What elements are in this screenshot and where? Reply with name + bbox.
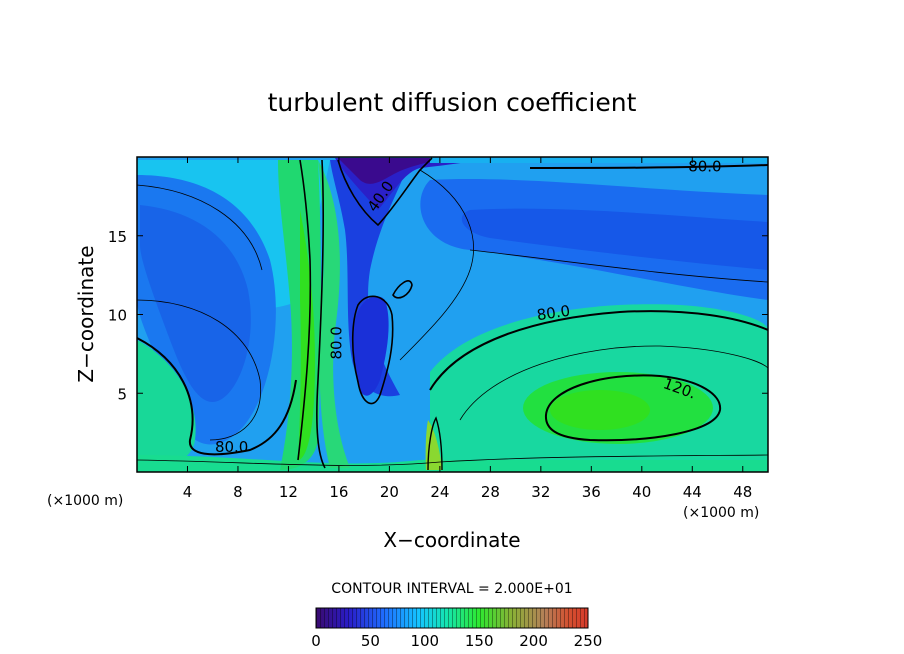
contour-60-thin-top-left bbox=[137, 184, 263, 271]
x-tick-label: 44 bbox=[683, 483, 702, 501]
colorbar-tick-label: 0 bbox=[311, 632, 321, 650]
x-tick-label: 28 bbox=[481, 483, 500, 501]
contour-60-thin-upper-left bbox=[137, 299, 262, 441]
y-tick-label: 10 bbox=[108, 307, 127, 325]
colorbar-tick-label: 150 bbox=[465, 632, 494, 650]
chart-title: turbulent diffusion coefficient bbox=[268, 88, 637, 117]
x-unit-left: (×1000 m) bbox=[47, 493, 123, 509]
field-region-dark-blue-tongue bbox=[330, 160, 410, 397]
y-axis: 5 10 15 bbox=[108, 228, 768, 403]
x-tick-label: 40 bbox=[632, 483, 651, 501]
x-axis: 4 8 12 16 20 24 28 32 36 40 44 48 bbox=[183, 157, 752, 501]
contour-100-thin-right bbox=[459, 345, 768, 421]
field-region-left-blue-core bbox=[140, 205, 251, 402]
contour-80-central-right bbox=[316, 159, 326, 469]
field-region-top-strip bbox=[430, 157, 768, 163]
y-tick-label: 5 bbox=[117, 385, 127, 403]
x-tick-label: 4 bbox=[183, 483, 193, 501]
contour-40 bbox=[337, 157, 433, 227]
contour-60-thin-right bbox=[399, 169, 474, 361]
field-region-dark-blue-core bbox=[353, 296, 389, 396]
field-region-right-blue-core bbox=[461, 208, 768, 270]
x-tick-label: 24 bbox=[430, 483, 449, 501]
contour-80-top bbox=[529, 164, 768, 169]
field-region-violet-top bbox=[338, 158, 445, 184]
contour-lines bbox=[137, 157, 768, 471]
contour-80-right bbox=[429, 310, 768, 391]
contour-100-thin-bottom bbox=[137, 454, 768, 466]
colorbar-tick-label: 250 bbox=[574, 632, 603, 650]
field-region-green-spike bbox=[425, 420, 442, 470]
y-axis-label: Z−coordinate bbox=[74, 245, 98, 382]
contour-40-core bbox=[351, 295, 394, 405]
colorbar-tick-label: 100 bbox=[410, 632, 439, 650]
colorbar-tick-label: 50 bbox=[361, 632, 380, 650]
x-unit-right: (×1000 m) bbox=[683, 505, 759, 521]
x-tick-label: 12 bbox=[279, 483, 298, 501]
contour-spike bbox=[427, 416, 443, 471]
colorbar-frame bbox=[315, 607, 589, 629]
contour-60-thin-upper-right bbox=[469, 249, 768, 283]
field-region-central-bright-green bbox=[298, 210, 316, 460]
colorbar-tick-label: 200 bbox=[519, 632, 548, 650]
contour-120 bbox=[544, 374, 722, 442]
colorbar: 0 50 100 150 200 250 bbox=[311, 607, 602, 650]
contour-interval-text: CONTOUR INTERVAL = 2.000E+01 bbox=[331, 581, 572, 597]
colorbar-stripes bbox=[316, 608, 588, 628]
y-tick-label: 15 bbox=[108, 228, 127, 246]
x-tick-label: 8 bbox=[233, 483, 243, 501]
x-tick-label: 36 bbox=[582, 483, 601, 501]
contour-label: 80.0 bbox=[215, 438, 248, 456]
contour-label: 80.0 bbox=[536, 302, 572, 324]
field-region-120-core-inner bbox=[550, 390, 650, 430]
field-region-lower-left-green bbox=[137, 340, 196, 470]
field-region-green-streak bbox=[318, 160, 350, 468]
contour-80-central-left bbox=[297, 159, 312, 461]
x-tick-label: 20 bbox=[380, 483, 399, 501]
x-tick-label: 48 bbox=[733, 483, 752, 501]
plot-area bbox=[137, 157, 768, 472]
x-tick-label: 16 bbox=[329, 483, 348, 501]
contour-label: 80.0 bbox=[688, 157, 721, 175]
contour-label: 80.0 bbox=[327, 326, 345, 359]
colorbar-ticks: 0 50 100 150 200 250 bbox=[311, 632, 602, 650]
contour-40-small bbox=[392, 280, 413, 299]
contour-80-left-lower bbox=[137, 337, 297, 456]
x-axis-label: X−coordinate bbox=[383, 528, 520, 552]
x-tick-label: 32 bbox=[531, 483, 550, 501]
